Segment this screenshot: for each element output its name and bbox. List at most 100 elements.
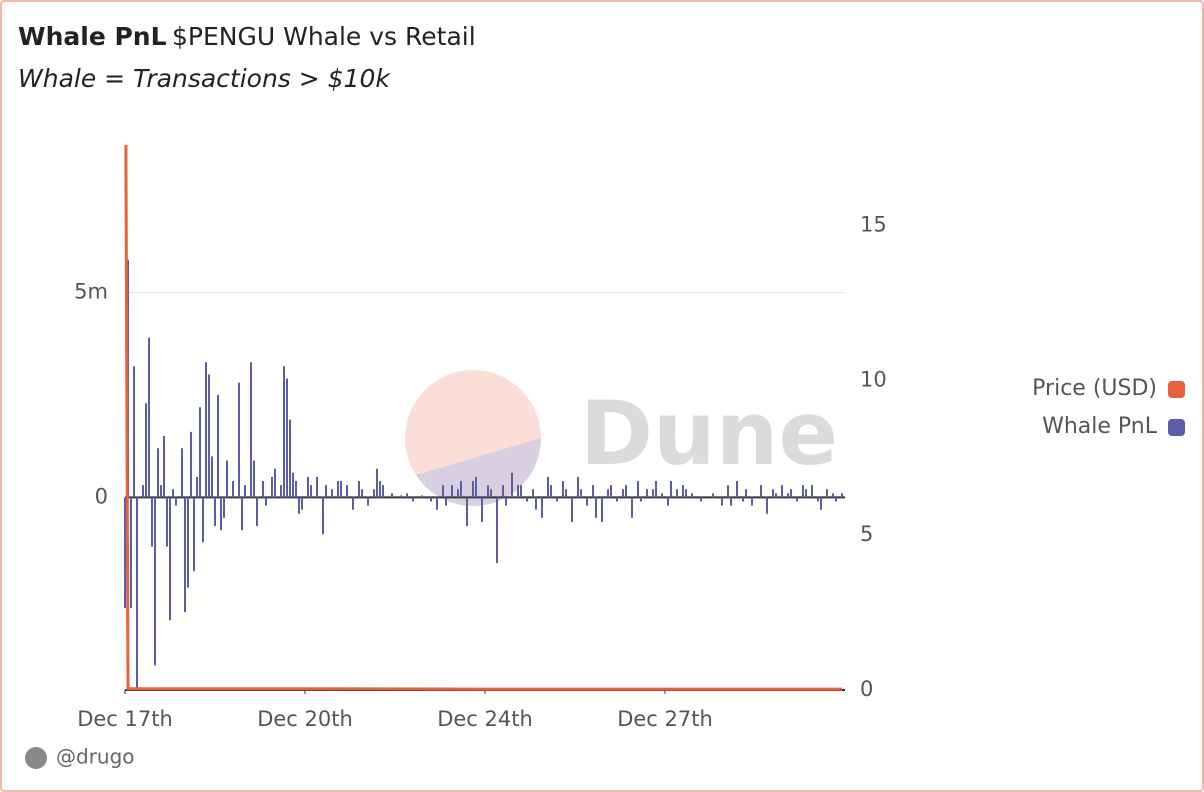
bar bbox=[199, 407, 201, 498]
bar bbox=[787, 493, 789, 498]
y2-tick-label: 5 bbox=[860, 522, 873, 546]
bar bbox=[616, 497, 618, 502]
bar bbox=[148, 337, 150, 498]
bar bbox=[775, 493, 777, 498]
bar bbox=[130, 497, 132, 609]
bar bbox=[556, 497, 558, 502]
bar bbox=[421, 495, 423, 498]
x-tick-label: Dec 27th bbox=[617, 707, 713, 731]
bar bbox=[745, 489, 747, 498]
bar bbox=[274, 468, 276, 498]
bar bbox=[436, 497, 438, 510]
bar bbox=[595, 497, 597, 518]
bar bbox=[502, 485, 504, 498]
bar bbox=[202, 497, 204, 543]
bar bbox=[241, 497, 243, 531]
bar bbox=[358, 481, 360, 498]
bar bbox=[307, 476, 309, 498]
bar bbox=[205, 362, 207, 498]
bar bbox=[346, 485, 348, 498]
bar bbox=[496, 497, 498, 563]
bar bbox=[766, 497, 768, 514]
bar bbox=[190, 431, 192, 498]
bar bbox=[535, 497, 537, 510]
bar bbox=[592, 485, 594, 498]
bar bbox=[373, 489, 375, 498]
bar bbox=[298, 497, 300, 514]
bar bbox=[160, 485, 162, 498]
bar bbox=[175, 497, 177, 506]
bar bbox=[490, 489, 492, 498]
bar bbox=[124, 497, 126, 609]
bar bbox=[292, 472, 294, 498]
bar bbox=[181, 448, 183, 498]
y2-tick-label: 10 bbox=[860, 367, 887, 391]
bar bbox=[517, 485, 519, 498]
bar bbox=[805, 489, 807, 498]
bar bbox=[256, 497, 258, 527]
bar bbox=[481, 497, 483, 522]
bar bbox=[442, 485, 444, 498]
bar bbox=[208, 374, 210, 498]
bar bbox=[835, 497, 837, 502]
bar bbox=[187, 497, 189, 588]
bar bbox=[577, 476, 579, 498]
bar bbox=[367, 497, 369, 506]
watermark: Dune bbox=[580, 382, 838, 485]
bar bbox=[685, 489, 687, 498]
x-tick-label: Dec 24th bbox=[437, 707, 533, 731]
bar bbox=[331, 489, 333, 498]
bar bbox=[262, 481, 264, 498]
bar bbox=[133, 366, 135, 498]
watermark-logo bbox=[416, 438, 541, 506]
chart-title: Whale PnL bbox=[18, 22, 167, 51]
bar bbox=[466, 497, 468, 527]
bar bbox=[661, 493, 663, 498]
bar bbox=[445, 497, 447, 506]
bar bbox=[676, 489, 678, 498]
bar bbox=[310, 485, 312, 498]
bar bbox=[250, 362, 252, 498]
bar bbox=[505, 497, 507, 506]
bar bbox=[487, 485, 489, 498]
bar bbox=[652, 489, 654, 498]
bar bbox=[211, 456, 213, 498]
bar bbox=[169, 497, 171, 621]
bar bbox=[157, 448, 159, 498]
bar bbox=[520, 485, 522, 498]
bar bbox=[391, 493, 393, 498]
bar bbox=[136, 497, 138, 690]
bar bbox=[586, 497, 588, 506]
bar bbox=[223, 497, 225, 518]
bar bbox=[655, 481, 657, 498]
bar bbox=[193, 497, 195, 572]
bar bbox=[226, 460, 228, 498]
bar bbox=[790, 489, 792, 498]
bar bbox=[316, 476, 318, 498]
bar bbox=[670, 481, 672, 498]
bar bbox=[691, 493, 693, 498]
bar bbox=[730, 497, 732, 506]
chart-note: Whale = Transactions > $10k bbox=[18, 64, 391, 93]
bar bbox=[526, 497, 528, 502]
bar bbox=[196, 476, 198, 498]
bar bbox=[154, 497, 156, 666]
bar bbox=[280, 485, 282, 498]
bar bbox=[532, 489, 534, 498]
bar bbox=[550, 485, 552, 498]
bar bbox=[625, 485, 627, 498]
bar bbox=[184, 497, 186, 613]
bar bbox=[430, 497, 432, 502]
bar bbox=[265, 497, 267, 506]
bar bbox=[727, 485, 729, 498]
bar bbox=[406, 493, 408, 498]
bar bbox=[412, 497, 414, 502]
bar bbox=[511, 472, 513, 498]
bar bbox=[271, 476, 273, 498]
avatar bbox=[25, 747, 47, 769]
bar bbox=[562, 481, 564, 498]
bar bbox=[610, 485, 612, 498]
bar bbox=[541, 497, 543, 518]
bar bbox=[253, 460, 255, 498]
y-tick-label: 5m bbox=[74, 280, 108, 304]
